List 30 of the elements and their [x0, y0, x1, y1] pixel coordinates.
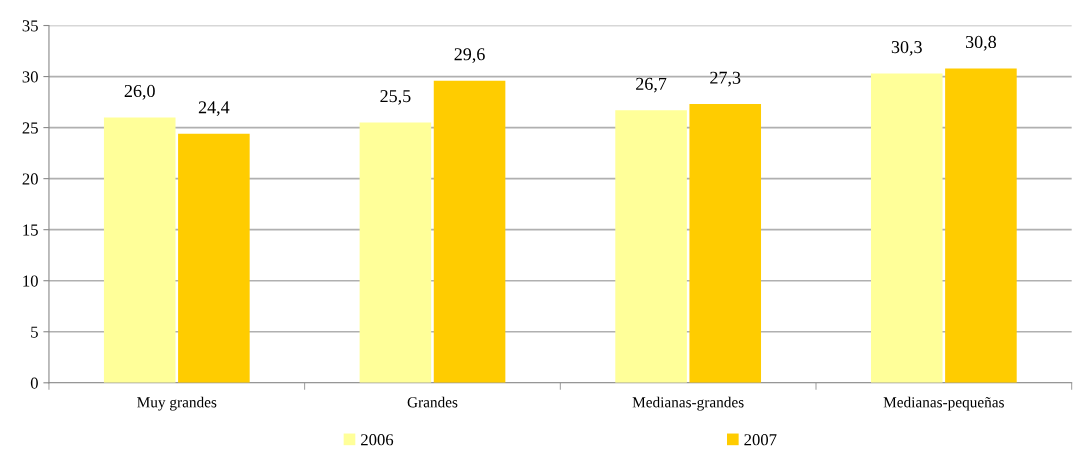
- bar: [870, 73, 943, 383]
- y-tick-label: 0: [30, 377, 38, 389]
- legend-label: 2007: [744, 434, 777, 446]
- y-tick-label: 30: [22, 71, 38, 83]
- data-label: 26,7: [636, 77, 667, 93]
- x-tick-label: Medianas-pequeñas: [883, 396, 1004, 411]
- data-label: 27,3: [710, 71, 741, 87]
- data-label: 24,4: [198, 101, 230, 116]
- y-tick-label: 10: [23, 275, 38, 287]
- x-tick-label: Grandes: [407, 396, 458, 408]
- data-label: 30,8: [965, 35, 997, 51]
- bar: [359, 122, 432, 383]
- data-label: 25,5: [380, 90, 411, 105]
- bar: [689, 104, 762, 383]
- bar: [945, 68, 1017, 383]
- bar: [103, 117, 176, 383]
- y-tick-label: 20: [22, 173, 38, 185]
- y-tick-label: 15: [23, 224, 38, 236]
- data-label: 26,0: [124, 84, 155, 100]
- legend-label: 2006: [361, 434, 394, 446]
- y-tick-label: 35: [22, 20, 38, 32]
- x-tick-label: Muy grandes: [137, 396, 217, 411]
- bar: [178, 133, 250, 383]
- y-tick-label: 25: [22, 122, 38, 134]
- data-label: 30,3: [891, 40, 922, 56]
- bar: [433, 80, 506, 383]
- x-tick-label: Medianas-grandes: [632, 396, 744, 411]
- bar: [615, 110, 687, 383]
- data-label: 29,6: [454, 48, 485, 63]
- y-tick-label: 5: [31, 326, 38, 338]
